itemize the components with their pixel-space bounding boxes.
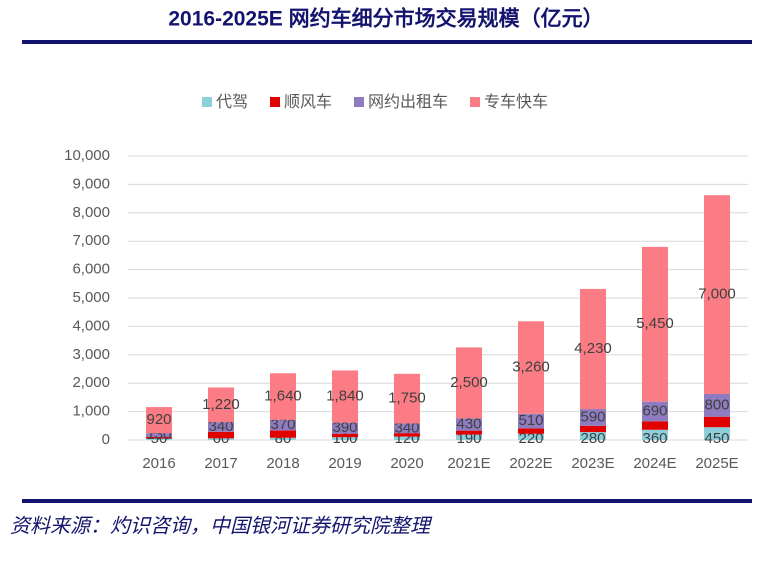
x-tick-label: 2020 — [390, 455, 423, 472]
bar-segment — [703, 416, 731, 428]
y-tick-label: 9,000 — [72, 175, 110, 192]
legend-label: 顺风车 — [284, 93, 332, 111]
bar-segment — [145, 438, 173, 440]
y-tick-label: 8,000 — [72, 204, 110, 221]
title-rule — [22, 40, 752, 44]
data-label: 2,500 — [450, 374, 488, 391]
bar-segment — [331, 437, 359, 440]
bar-segment — [641, 429, 669, 440]
y-tick-label: 3,000 — [72, 346, 110, 363]
data-label: 510 — [518, 412, 543, 429]
data-label: 1,640 — [264, 388, 302, 405]
bar-segment — [703, 393, 731, 417]
bar-segment — [579, 425, 607, 433]
bar-segment — [455, 430, 483, 435]
x-tick-label: 2023E — [571, 455, 614, 472]
data-label: 1,220 — [202, 396, 240, 413]
y-tick-label: 10,000 — [64, 147, 110, 164]
bar-segment — [517, 428, 545, 434]
data-label: 7,000 — [698, 286, 736, 303]
bar-segment — [393, 423, 421, 434]
data-label: 220 — [518, 430, 543, 447]
bar-segment — [269, 373, 297, 420]
legend-swatch — [202, 97, 212, 107]
bar-segment — [641, 246, 669, 402]
y-tick-label: 0 — [102, 431, 110, 448]
x-tick-label: 2018 — [266, 455, 299, 472]
data-label: 450 — [704, 430, 729, 447]
x-tick-label: 2024E — [633, 455, 676, 472]
bar-segment — [331, 422, 359, 434]
bar-segment — [331, 433, 359, 438]
bar-segment — [393, 433, 421, 437]
bar-segment — [455, 418, 483, 431]
data-label: 5,450 — [636, 315, 674, 332]
y-tick-label: 7,000 — [72, 232, 110, 249]
x-tick-label: 2025E — [695, 455, 738, 472]
bar-segment — [579, 409, 607, 426]
data-label: 590 — [580, 408, 605, 425]
bar-segment — [207, 387, 235, 423]
bar-segment — [579, 432, 607, 440]
data-label: 340 — [208, 418, 233, 435]
bar-segment — [455, 434, 483, 440]
bar-segment — [641, 421, 669, 430]
bar-segment — [703, 195, 731, 394]
bar-segment — [331, 370, 359, 423]
bar-segment — [517, 413, 545, 429]
data-label: 920 — [146, 411, 171, 428]
x-tick-label: 2022E — [509, 455, 552, 472]
data-label: 390 — [332, 419, 357, 436]
data-label: 690 — [642, 402, 667, 419]
bar-segment — [517, 321, 545, 414]
y-tick-label: 5,000 — [72, 289, 110, 306]
source-note: 资料来源：灼识咨询，中国银河证券研究院整理 — [10, 515, 433, 537]
bar-segment — [269, 419, 297, 431]
bar-segment — [269, 437, 297, 440]
data-label: 1,840 — [326, 388, 364, 405]
y-tick-label: 6,000 — [72, 261, 110, 278]
legend-label: 网约出租车 — [368, 93, 448, 111]
legend-swatch — [470, 97, 480, 107]
bar-segment — [641, 401, 669, 422]
bar-segment — [145, 433, 173, 437]
bar-segment — [455, 347, 483, 419]
footer-rule — [22, 499, 752, 503]
x-tick-label: 2019 — [328, 455, 361, 472]
bar-segment — [579, 288, 607, 410]
x-tick-label: 2021E — [447, 455, 490, 472]
bar-segment — [145, 407, 173, 434]
data-label: 1,750 — [388, 390, 426, 407]
data-label: 3,260 — [512, 359, 550, 376]
data-label: 430 — [456, 415, 481, 432]
bar-segment — [207, 431, 235, 439]
data-label: 340 — [394, 419, 419, 436]
y-tick-label: 4,000 — [72, 317, 110, 334]
data-label: 800 — [704, 396, 729, 413]
data-label: 280 — [580, 430, 605, 447]
bar-segment — [207, 438, 235, 440]
legend-swatch — [354, 97, 364, 107]
bar-segment — [517, 433, 545, 440]
legend-label: 代驾 — [216, 93, 248, 111]
bar-segment — [703, 427, 731, 440]
chart-title: 2016-2025E 网约车细分市场交易规模（亿元） — [168, 7, 603, 31]
legend-label: 专车快车 — [484, 93, 548, 111]
x-tick-label: 2017 — [204, 455, 237, 472]
bar-segment — [393, 373, 421, 424]
y-tick-label: 2,000 — [72, 374, 110, 391]
bar-segment — [207, 422, 235, 432]
x-tick-label: 2016 — [142, 455, 175, 472]
data-label: 370 — [270, 416, 295, 433]
bar-segment — [145, 436, 173, 439]
bar-segment — [269, 430, 297, 438]
data-label: 4,230 — [574, 340, 612, 357]
y-tick-label: 1,000 — [72, 403, 110, 420]
data-label: 360 — [642, 430, 667, 447]
legend-swatch — [270, 97, 280, 107]
bar-segment — [393, 436, 421, 440]
